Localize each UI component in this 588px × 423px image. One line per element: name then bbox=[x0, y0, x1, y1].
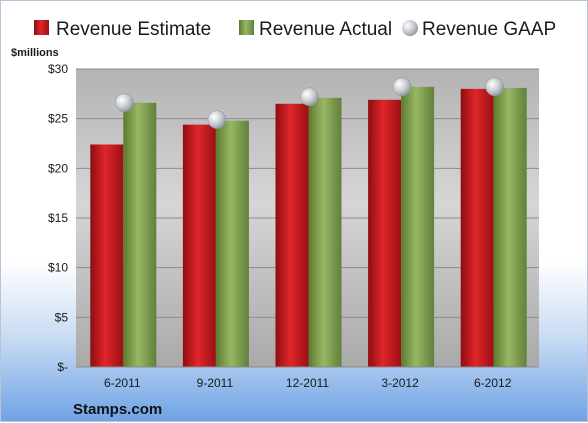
bar-revenue-actual bbox=[401, 86, 435, 367]
bar-revenue-estimate bbox=[275, 103, 309, 368]
marker-revenue-gaap bbox=[300, 87, 319, 107]
x-tick-label: 6-2012 bbox=[474, 376, 512, 390]
marker-revenue-gaap bbox=[485, 77, 504, 97]
bars bbox=[90, 86, 527, 368]
y-tick-label: $5 bbox=[55, 310, 69, 324]
y-tick-label: $20 bbox=[48, 161, 68, 175]
marker-revenue-gaap bbox=[207, 110, 227, 129]
x-axis: 6-2011 9-2011 12-2011 3-2012 6-2012 bbox=[104, 376, 512, 390]
y-tick-label: $- bbox=[57, 360, 68, 374]
bar-revenue-actual bbox=[493, 87, 527, 367]
x-tick-label: 6-2011 bbox=[104, 376, 141, 390]
y-tick-label: $15 bbox=[48, 211, 68, 225]
y-tick-label: $10 bbox=[48, 261, 68, 275]
y-axis: $- $5 $10 $15 $20 $25 $30 bbox=[48, 62, 68, 374]
source-label: Stamps.com bbox=[73, 401, 162, 418]
x-tick-label: 9-2011 bbox=[197, 376, 234, 390]
bar-revenue-estimate bbox=[90, 144, 124, 367]
y-tick-label: $30 bbox=[48, 62, 68, 76]
legend-label-actual: Revenue Actual bbox=[259, 19, 392, 40]
y-axis-unit-label: $millions bbox=[11, 47, 59, 59]
legend-swatch-actual bbox=[239, 20, 254, 35]
x-tick-label: 12-2011 bbox=[286, 376, 329, 390]
bar-revenue-estimate bbox=[460, 88, 494, 367]
bar-revenue-estimate bbox=[182, 124, 216, 367]
y-tick-label: $25 bbox=[48, 112, 68, 126]
legend-swatch-estimate bbox=[34, 20, 49, 35]
bar-revenue-actual bbox=[123, 102, 157, 368]
legend-marker-gaap bbox=[402, 20, 418, 36]
legend-label-estimate: Revenue Estimate bbox=[56, 19, 211, 40]
bar-revenue-actual bbox=[215, 120, 249, 367]
legend: Revenue Estimate Revenue Actual Revenue … bbox=[34, 19, 556, 40]
x-tick-label: 3-2012 bbox=[381, 376, 419, 390]
bar-revenue-estimate bbox=[368, 99, 402, 367]
marker-revenue-gaap bbox=[115, 93, 134, 113]
marker-revenue-gaap bbox=[392, 77, 412, 97]
bar-revenue-actual bbox=[308, 97, 342, 367]
gaap-markers bbox=[115, 77, 504, 129]
legend-label-gaap: Revenue GAAP bbox=[422, 19, 556, 40]
